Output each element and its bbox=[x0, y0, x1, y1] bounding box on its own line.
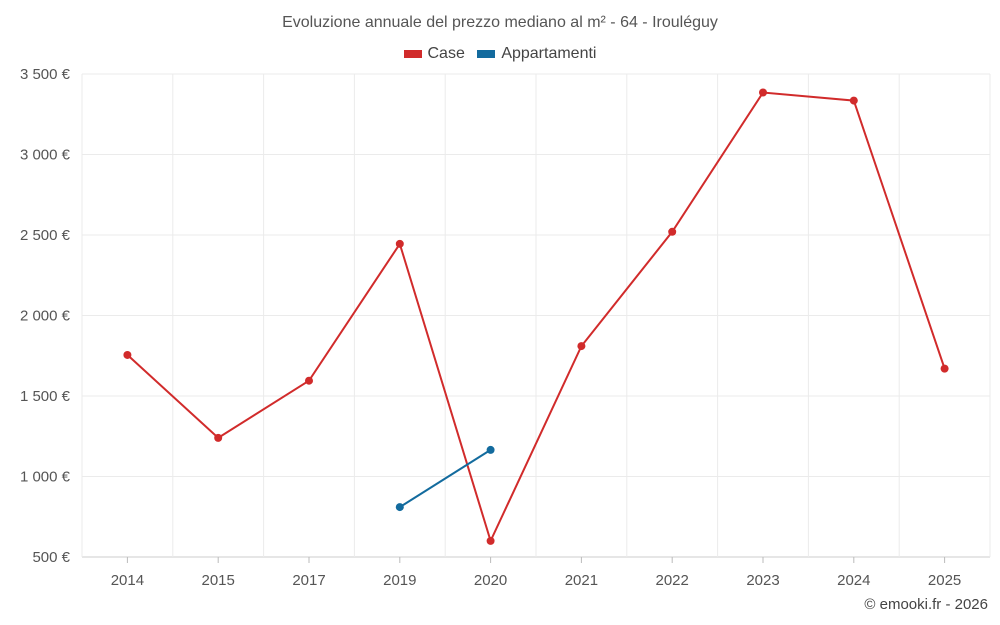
x-tick-label: 2020 bbox=[474, 572, 507, 589]
legend: Case Appartamenti bbox=[0, 45, 1000, 63]
legend-swatch-case bbox=[403, 50, 422, 58]
y-tick-label: 500 € bbox=[32, 549, 70, 566]
data-point-appartamenti bbox=[486, 445, 495, 454]
data-point-case bbox=[940, 364, 949, 373]
x-tick-label: 2017 bbox=[292, 572, 325, 589]
legend-label-case: Case bbox=[427, 45, 465, 62]
x-tick-label: 2014 bbox=[111, 572, 144, 589]
x-tick-label: 2021 bbox=[565, 572, 598, 589]
y-tick-label: 2 000 € bbox=[20, 308, 71, 325]
y-tick-label: 3 000 € bbox=[20, 147, 71, 164]
data-point-case bbox=[849, 96, 858, 105]
legend-item-appartamenti[interactable]: Appartamenti bbox=[477, 45, 596, 63]
x-tick-label: 2024 bbox=[837, 572, 870, 589]
data-point-case bbox=[668, 227, 677, 236]
x-tick-label: 2023 bbox=[746, 572, 779, 589]
data-point-case bbox=[395, 239, 404, 248]
legend-label-appartamenti: Appartamenti bbox=[501, 45, 597, 62]
credit-text: © emooki.fr - 2026 bbox=[864, 596, 988, 613]
data-point-case bbox=[486, 536, 495, 545]
x-tick-label: 2025 bbox=[928, 572, 961, 589]
legend-swatch-appartamenti bbox=[477, 50, 496, 58]
data-point-appartamenti bbox=[395, 503, 404, 512]
y-tick-label: 1 500 € bbox=[20, 388, 71, 405]
data-point-case bbox=[759, 88, 767, 97]
data-point-case bbox=[305, 376, 313, 385]
x-tick-label: 2019 bbox=[383, 572, 416, 589]
y-tick-label: 1 000 € bbox=[20, 469, 71, 486]
series-line-appartamenti bbox=[399, 449, 492, 508]
legend-item-case[interactable]: Case bbox=[403, 45, 465, 63]
chart-title: Evoluzione annuale del prezzo mediano al… bbox=[282, 14, 718, 31]
series-line-case bbox=[126, 91, 946, 544]
data-point-case bbox=[123, 350, 132, 359]
y-tick-label: 3 500 € bbox=[20, 66, 71, 83]
x-tick-label: 2015 bbox=[202, 572, 235, 589]
x-tick-label: 2022 bbox=[656, 572, 689, 589]
data-point-case bbox=[577, 342, 586, 351]
data-point-case bbox=[214, 433, 223, 442]
y-tick-label: 2 500 € bbox=[20, 227, 71, 244]
